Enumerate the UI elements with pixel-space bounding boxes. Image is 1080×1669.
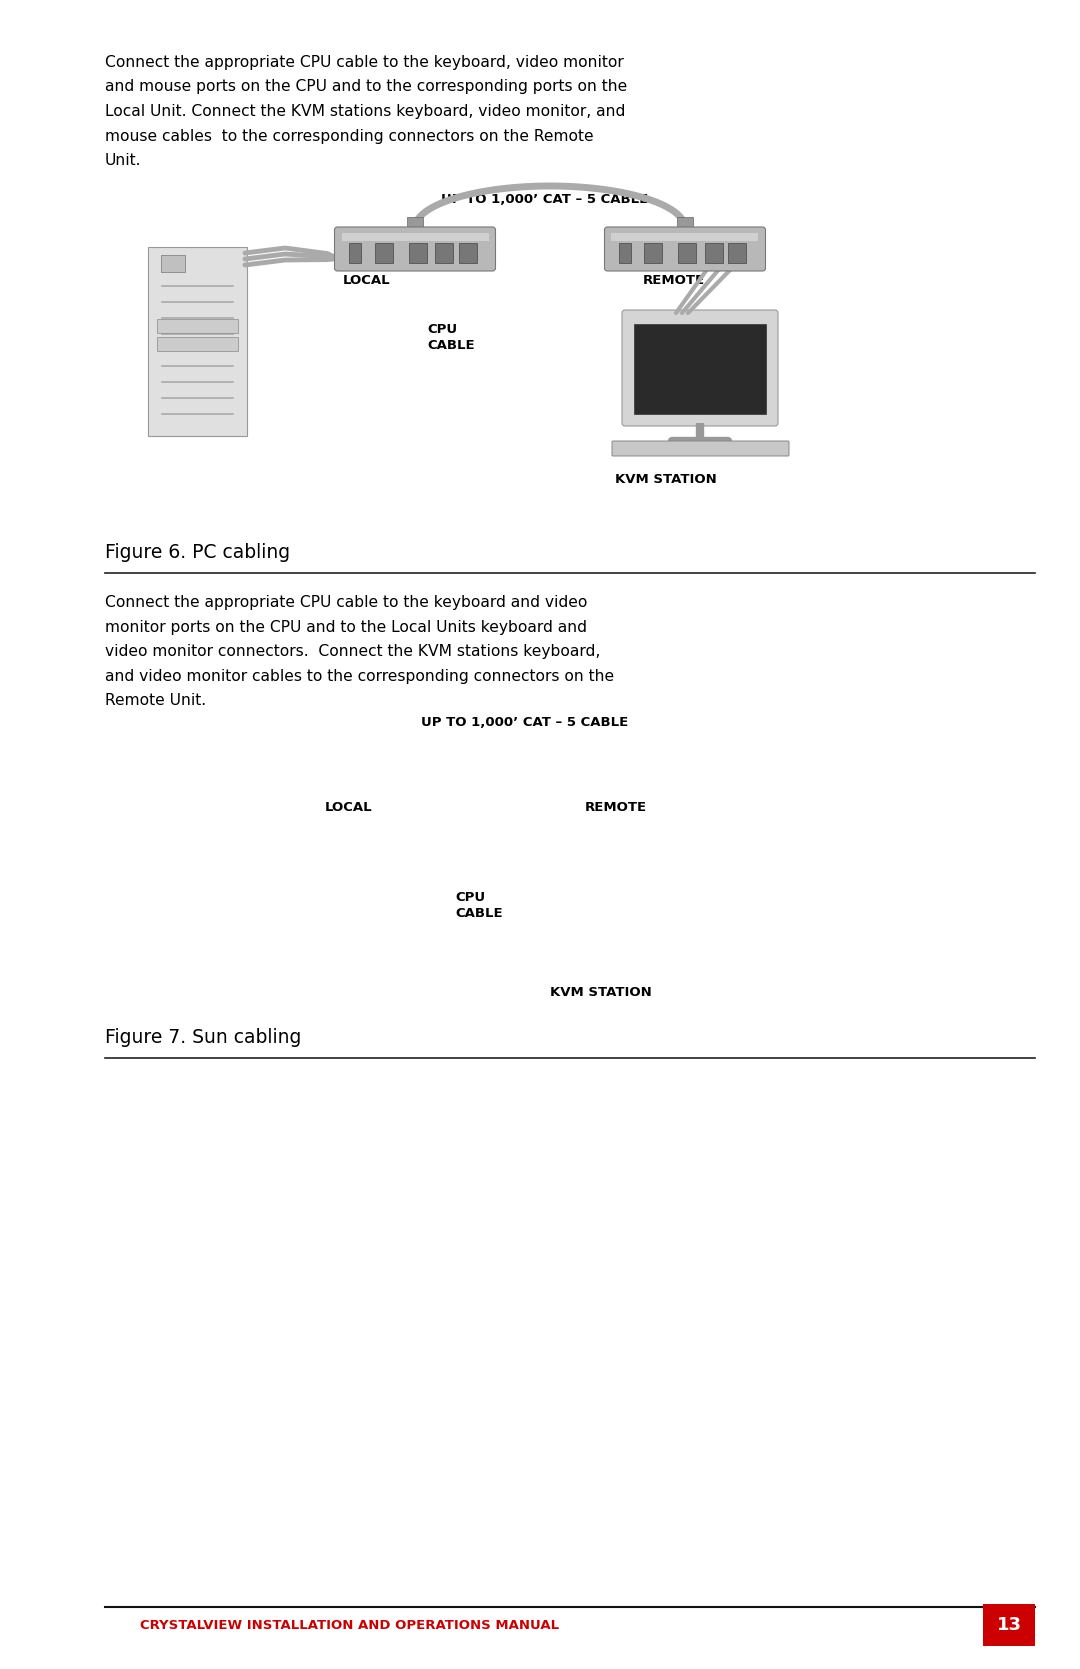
Text: LOCAL: LOCAL bbox=[342, 274, 390, 287]
FancyBboxPatch shape bbox=[619, 244, 631, 264]
Text: CPU
CABLE: CPU CABLE bbox=[427, 324, 474, 352]
Text: CRYSTALVIEW INSTALLATION AND OPERATIONS MANUAL: CRYSTALVIEW INSTALLATION AND OPERATIONS … bbox=[140, 1619, 559, 1632]
Text: and video monitor cables to the corresponding connectors on the: and video monitor cables to the correspo… bbox=[105, 669, 615, 684]
Text: Figure 7. Sun cabling: Figure 7. Sun cabling bbox=[105, 1028, 301, 1046]
Text: monitor ports on the CPU and to the Local Units keyboard and: monitor ports on the CPU and to the Loca… bbox=[105, 619, 588, 634]
FancyBboxPatch shape bbox=[622, 310, 778, 426]
Text: Unit.: Unit. bbox=[105, 154, 141, 169]
FancyBboxPatch shape bbox=[434, 244, 453, 264]
Text: Remote Unit.: Remote Unit. bbox=[105, 693, 206, 708]
Text: 13: 13 bbox=[997, 1616, 1022, 1634]
FancyBboxPatch shape bbox=[157, 337, 238, 350]
Text: UP TO 1,000’ CAT – 5 CABLE: UP TO 1,000’ CAT – 5 CABLE bbox=[421, 716, 629, 729]
FancyBboxPatch shape bbox=[678, 244, 697, 264]
FancyBboxPatch shape bbox=[634, 324, 766, 414]
Text: REMOTE: REMOTE bbox=[585, 801, 647, 814]
FancyBboxPatch shape bbox=[335, 227, 496, 270]
Text: KVM STATION: KVM STATION bbox=[615, 472, 717, 486]
Text: CPU
CABLE: CPU CABLE bbox=[455, 891, 502, 920]
FancyBboxPatch shape bbox=[341, 234, 488, 240]
FancyBboxPatch shape bbox=[375, 244, 392, 264]
FancyBboxPatch shape bbox=[645, 244, 662, 264]
Text: mouse cables  to the corresponding connectors on the Remote: mouse cables to the corresponding connec… bbox=[105, 129, 594, 144]
Text: video monitor connectors.  Connect the KVM stations keyboard,: video monitor connectors. Connect the KV… bbox=[105, 644, 600, 659]
FancyBboxPatch shape bbox=[161, 255, 185, 272]
FancyBboxPatch shape bbox=[605, 227, 766, 270]
Text: LOCAL: LOCAL bbox=[325, 801, 373, 814]
FancyBboxPatch shape bbox=[677, 217, 693, 234]
FancyBboxPatch shape bbox=[349, 244, 361, 264]
Text: Connect the appropriate CPU cable to the keyboard and video: Connect the appropriate CPU cable to the… bbox=[105, 596, 588, 609]
Text: and mouse ports on the CPU and to the corresponding ports on the: and mouse ports on the CPU and to the co… bbox=[105, 80, 627, 95]
Text: Figure 6. PC cabling: Figure 6. PC cabling bbox=[105, 542, 291, 562]
FancyBboxPatch shape bbox=[408, 244, 427, 264]
FancyBboxPatch shape bbox=[612, 441, 789, 456]
Text: Connect the appropriate CPU cable to the keyboard, video monitor: Connect the appropriate CPU cable to the… bbox=[105, 55, 624, 70]
Text: Local Unit. Connect the KVM stations keyboard, video monitor, and: Local Unit. Connect the KVM stations key… bbox=[105, 103, 625, 118]
Text: KVM STATION: KVM STATION bbox=[550, 986, 651, 1000]
FancyBboxPatch shape bbox=[407, 217, 423, 234]
FancyBboxPatch shape bbox=[729, 244, 746, 264]
Text: UP TO 1,000’ CAT – 5 CABLE: UP TO 1,000’ CAT – 5 CABLE bbox=[442, 194, 649, 205]
FancyBboxPatch shape bbox=[611, 234, 758, 240]
FancyBboxPatch shape bbox=[148, 247, 247, 436]
FancyBboxPatch shape bbox=[459, 244, 476, 264]
Text: REMOTE: REMOTE bbox=[643, 274, 704, 287]
FancyBboxPatch shape bbox=[983, 1604, 1035, 1646]
FancyBboxPatch shape bbox=[157, 319, 238, 334]
FancyBboxPatch shape bbox=[704, 244, 723, 264]
